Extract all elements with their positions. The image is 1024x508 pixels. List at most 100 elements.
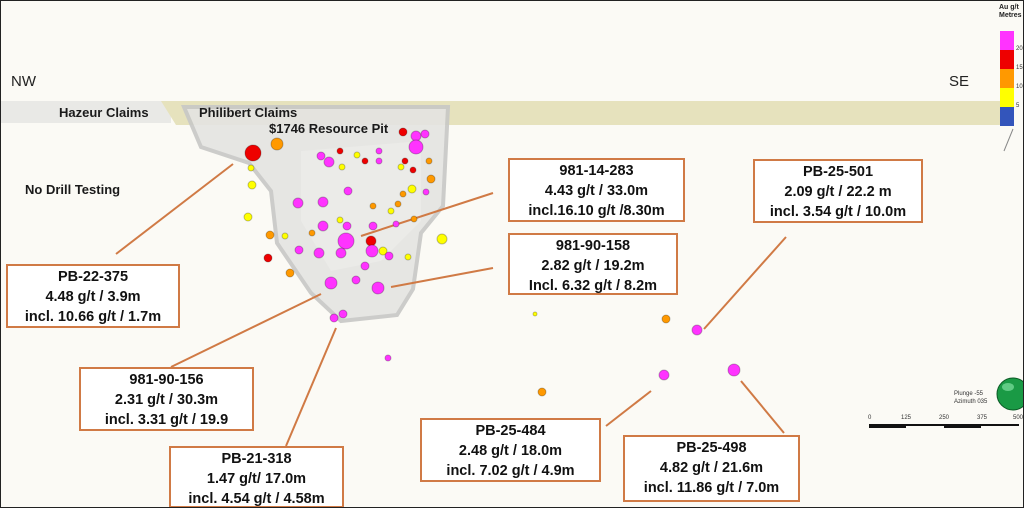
hazeur-band: [1, 101, 171, 123]
callout-line1: 2.31 g/t / 30.3m: [114, 392, 219, 408]
callout-981-14-283: 981-14-283 4.43 g/t / 33.0m incl.16.10 g/t…: [508, 158, 685, 222]
drill-intercept-marker: [247, 180, 257, 190]
callout-pb-21-318: PB-21-318 1.47 g/t/ 17.0m incl. 4.54 g/t /…: [169, 446, 344, 507]
drill-intercept-marker: [361, 157, 369, 165]
drill-intercept-marker: [337, 232, 355, 250]
drill-intercept-marker: [316, 151, 326, 161]
leader-lines: [115, 163, 787, 447]
callout-pb-25-498: PB-25-498 4.82 g/t / 21.6m incl. 11.86 g/t…: [623, 435, 800, 502]
drill-intercept-marker: [375, 157, 383, 165]
drill-intercept-marker: [244, 144, 262, 162]
callout-line1: 4.48 g/t / 3.9m: [45, 289, 141, 305]
callout-line2: incl.16.10 g/t /8.30m: [528, 203, 665, 219]
legend-swatch: [1000, 88, 1014, 107]
drill-intercept-marker: [336, 147, 344, 155]
drill-intercept-marker: [368, 221, 378, 231]
drill-intercept-marker: [727, 363, 741, 377]
drill-intercept-marker: [365, 244, 379, 258]
legend-title-line2: Metres: [999, 12, 1022, 19]
callout-hole: 981-90-158: [555, 238, 631, 254]
drill-intercept-marker: [323, 156, 335, 168]
drill-intercept-marker: [371, 281, 385, 295]
callout-hole: PB-25-501: [802, 164, 874, 180]
drill-intercept-marker: [407, 184, 417, 194]
drill-intercept-marker: [292, 197, 304, 209]
callout-hole: PB-22-375: [57, 269, 129, 285]
callout-line2: incl. 11.86 g/t / 7.0m: [643, 480, 780, 496]
callout-981-90-158: 981-90-158 2.82 g/t / 19.2m Incl. 6.32 g/t…: [508, 233, 678, 295]
leader-line: [170, 293, 322, 368]
leader-line: [390, 267, 494, 288]
drill-intercept-marker: [324, 276, 338, 290]
drill-intercept-marker: [658, 369, 670, 381]
callout-line1: 4.43 g/t / 33.0m: [544, 183, 649, 199]
drill-intercept-marker: [281, 232, 289, 240]
drill-intercept-marker: [401, 157, 409, 165]
drill-intercept-marker: [532, 311, 538, 317]
legend-tick: 20: [1016, 46, 1023, 52]
orientation-text: Plunge -55 Azimuth 035: [954, 390, 987, 406]
drill-intercept-marker: [397, 163, 405, 171]
drill-intercept-marker: [409, 166, 417, 174]
callout-line2: incl. 3.31 g/t / 19.9: [104, 412, 229, 428]
drill-intercept-marker: [243, 212, 253, 222]
leader-line: [285, 327, 337, 447]
drill-intercept-marker: [369, 202, 377, 210]
hazeur-claims-label: Hazeur Claims: [59, 105, 149, 120]
scale-bar: [869, 424, 1019, 428]
drill-intercept-marker: [387, 207, 395, 215]
philibert-claims-label: Philibert Claims: [199, 105, 298, 120]
drill-intercept-marker: [410, 215, 418, 223]
drill-intercept-marker: [398, 127, 408, 137]
callout-line2: incl. 10.66 g/t / 1.7m: [24, 309, 162, 325]
callout-line1: 2.09 g/t / 22.2 m: [784, 184, 892, 200]
drill-intercept-marker: [338, 163, 346, 171]
callout-hole: PB-21-318: [221, 451, 292, 467]
drill-intercept-marker: [335, 247, 347, 259]
callout-pb-25-501: PB-25-501 2.09 g/t / 22.2 m incl. 3.54 g/t…: [753, 159, 923, 223]
callout-hole: PB-25-484: [475, 423, 546, 439]
drill-intercept-marker: [294, 245, 304, 255]
leader-line: [703, 236, 787, 330]
drill-intercept-marker: [408, 139, 424, 155]
drill-intercept-marker: [317, 220, 329, 232]
leader-line: [740, 380, 785, 434]
direction-nw: NW: [11, 73, 36, 90]
scale-tick-0: 0: [868, 415, 872, 421]
drill-intercept-marker: [399, 190, 407, 198]
legend-tick: 15: [1016, 65, 1023, 71]
legend-tick: 10: [1016, 84, 1023, 90]
drill-intercept-marker: [360, 261, 370, 271]
scale-tick-375: 375: [977, 415, 988, 421]
drill-intercept-marker: [263, 253, 273, 263]
drill-intercepts: [243, 127, 741, 397]
drill-intercept-marker: [336, 216, 344, 224]
drill-intercept-marker: [343, 186, 353, 196]
drill-intercept-marker: [537, 387, 547, 397]
legend-tick: 5: [1016, 103, 1020, 109]
leader-line: [115, 163, 234, 255]
leader-line: [605, 390, 652, 427]
drill-intercept-marker: [422, 188, 430, 196]
drill-intercept-marker: [384, 251, 394, 261]
drill-intercept-marker: [365, 235, 377, 247]
drill-intercept-marker: [338, 309, 348, 319]
drill-intercept-marker: [384, 354, 392, 362]
drill-intercept-marker: [426, 174, 436, 184]
legend-swatch: [1000, 69, 1014, 88]
drill-intercept-marker: [404, 253, 412, 261]
callout-hole: PB-25-498: [676, 440, 747, 456]
resource-pit-label: $1746 Resource Pit: [269, 121, 389, 136]
drill-intercept-marker: [691, 324, 703, 336]
drill-intercept-marker: [308, 229, 316, 237]
callout-line2: incl. 7.02 g/t / 4.9m: [446, 463, 575, 479]
callout-pb-25-484: PB-25-484 2.48 g/t / 18.0m incl. 7.02 g/t …: [420, 418, 601, 482]
legend-title-line1: Au g/t: [999, 4, 1019, 11]
drill-intercept-marker: [353, 151, 361, 159]
no-drill-testing-label: No Drill Testing: [25, 182, 121, 197]
drill-intercept-marker: [285, 268, 295, 278]
callout-line1: 2.82 g/t / 19.2m: [541, 258, 645, 274]
orientation-sphere-icon: [996, 377, 1023, 411]
drill-intercept-marker: [394, 200, 402, 208]
